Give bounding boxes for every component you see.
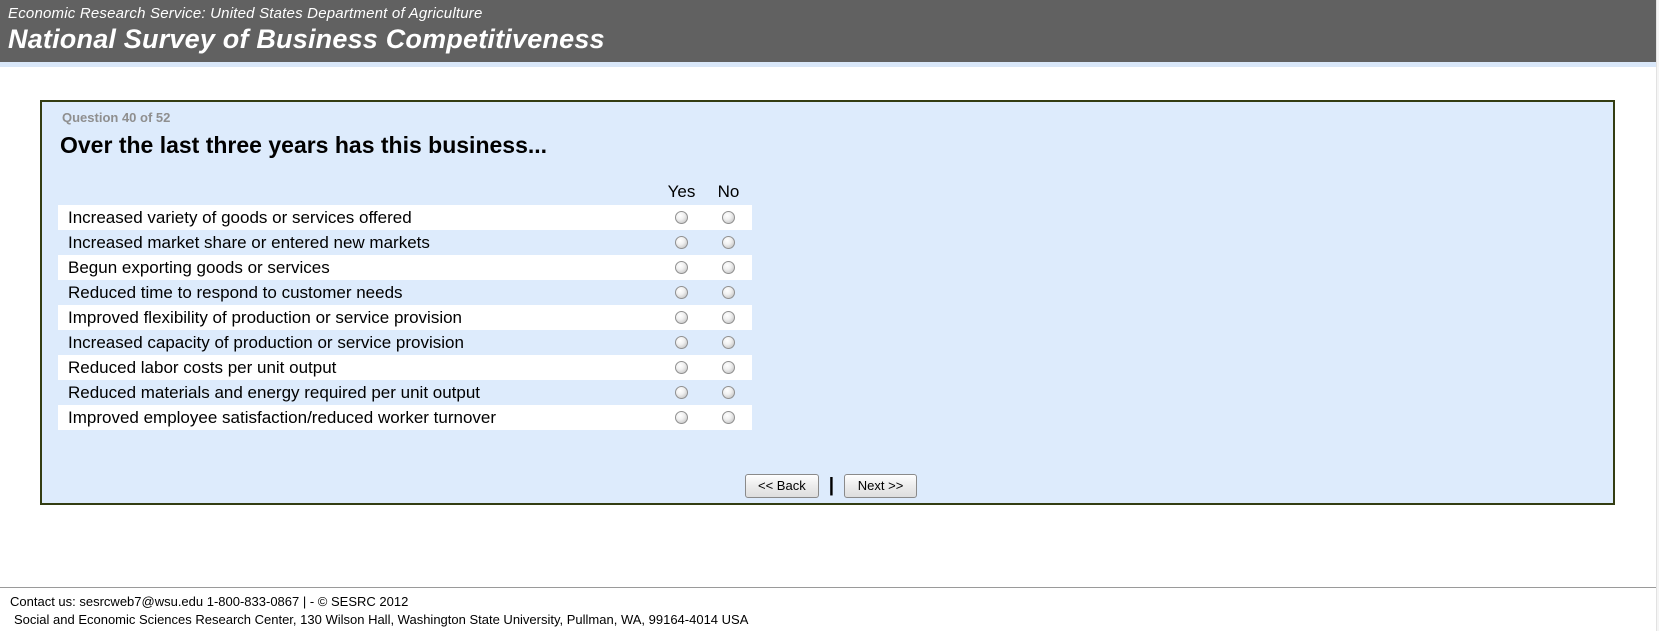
footer-address-line: Social and Economic Sciences Research Ce… [14, 612, 749, 627]
yes-cell [658, 311, 705, 324]
radio-yes[interactable] [675, 361, 688, 374]
next-button[interactable]: Next >> [844, 474, 918, 498]
radio-no[interactable] [722, 336, 735, 349]
table-row: Increased variety of goods or services o… [58, 205, 752, 230]
survey-title: National Survey of Business Competitiven… [8, 24, 605, 54]
table-row: Reduced labor costs per unit output [58, 355, 752, 380]
no-cell [705, 286, 752, 299]
radio-yes[interactable] [675, 211, 688, 224]
scrollbar-track[interactable] [1656, 0, 1659, 631]
answer-table: Yes No Increased variety of goods or ser… [58, 179, 752, 430]
radio-yes[interactable] [675, 261, 688, 274]
row-label: Improved flexibility of production or se… [68, 307, 463, 327]
question-panel: Question 40 of 52 Over the last three ye… [40, 100, 1615, 505]
app-header: Economic Research Service: United States… [0, 0, 1659, 62]
page-footer: Contact us: sesrcweb7@wsu.edu 1-800-833-… [0, 587, 1659, 631]
nav-buttons: << Back | Next >> [745, 474, 918, 498]
no-cell [705, 236, 752, 249]
no-cell [705, 386, 752, 399]
yes-cell [658, 261, 705, 274]
table-row: Increased market share or entered new ma… [58, 230, 752, 255]
table-row: Begun exporting goods or services [58, 255, 752, 280]
radio-no[interactable] [722, 211, 735, 224]
yes-cell [658, 286, 705, 299]
no-cell [705, 336, 752, 349]
row-label: Increased variety of goods or services o… [68, 207, 412, 227]
footer-contact-line: Contact us: sesrcweb7@wsu.edu 1-800-833-… [10, 594, 409, 609]
row-label: Increased capacity of production or serv… [68, 332, 464, 352]
radio-no[interactable] [722, 261, 735, 274]
row-label: Reduced time to respond to customer need… [68, 282, 403, 302]
row-label: Begun exporting goods or services [68, 257, 330, 277]
back-button[interactable]: << Back [745, 474, 819, 498]
no-cell [705, 211, 752, 224]
column-header-yes: Yes [667, 182, 696, 201]
radio-no[interactable] [722, 236, 735, 249]
yes-cell [658, 236, 705, 249]
radio-yes[interactable] [675, 236, 688, 249]
yes-cell [658, 361, 705, 374]
radio-no[interactable] [722, 311, 735, 324]
yes-cell [658, 386, 705, 399]
radio-yes[interactable] [675, 286, 688, 299]
no-cell [705, 361, 752, 374]
table-row: Increased capacity of production or serv… [58, 330, 752, 355]
radio-no[interactable] [722, 411, 735, 424]
yes-cell [658, 336, 705, 349]
radio-no[interactable] [722, 361, 735, 374]
table-row: Reduced time to respond to customer need… [58, 280, 752, 305]
radio-yes[interactable] [675, 386, 688, 399]
radio-no[interactable] [722, 386, 735, 399]
table-row: Reduced materials and energy required pe… [58, 380, 752, 405]
radio-yes[interactable] [675, 336, 688, 349]
row-label: Reduced labor costs per unit output [68, 357, 337, 377]
table-row: Improved flexibility of production or se… [58, 305, 752, 330]
answer-rows: Increased variety of goods or services o… [58, 205, 752, 430]
yes-cell [658, 211, 705, 224]
table-row: Improved employee satisfaction/reduced w… [58, 405, 752, 430]
column-header-no: No [717, 182, 740, 201]
question-progress: Question 40 of 52 [62, 110, 171, 125]
nav-separator: | [828, 475, 835, 496]
agency-name: Economic Research Service: United States… [8, 5, 483, 22]
row-label: Improved employee satisfaction/reduced w… [68, 407, 497, 427]
no-cell [705, 261, 752, 274]
header-accent-strip [0, 62, 1659, 67]
question-title: Over the last three years has this busin… [60, 132, 548, 158]
row-label: Reduced materials and energy required pe… [68, 382, 481, 402]
answer-columns-header: Yes No [58, 179, 752, 205]
no-cell [705, 311, 752, 324]
radio-no[interactable] [722, 286, 735, 299]
yes-cell [658, 411, 705, 424]
radio-yes[interactable] [675, 411, 688, 424]
row-label: Increased market share or entered new ma… [68, 232, 430, 252]
no-cell [705, 411, 752, 424]
radio-yes[interactable] [675, 311, 688, 324]
